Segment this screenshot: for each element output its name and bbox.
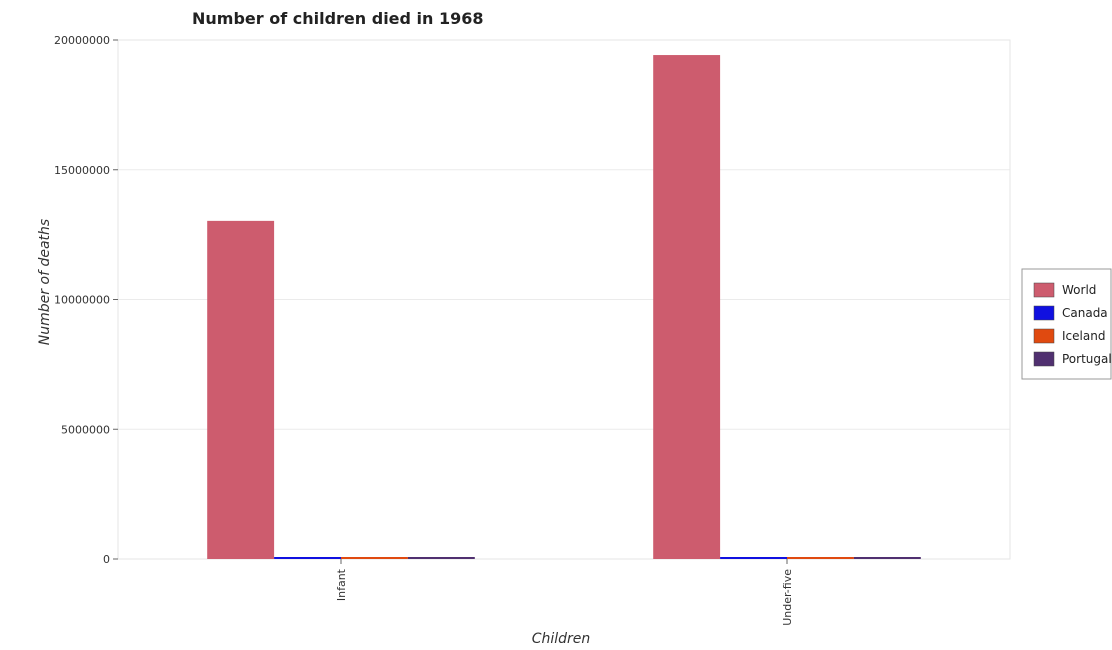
bar-portugal-infant — [407, 557, 475, 559]
bar-iceland-under-five — [787, 557, 854, 559]
y-tick-label: 10000000 — [54, 294, 110, 307]
legend-label-iceland: Iceland — [1062, 329, 1105, 343]
legend-swatch-iceland — [1033, 328, 1055, 344]
chart-title: Number of children died in 1968 — [192, 9, 484, 28]
y-tick-label: 0 — [103, 553, 110, 566]
legend-label-world: World — [1062, 283, 1096, 297]
bars — [207, 55, 921, 560]
legend-label-portugal: Portugal — [1062, 352, 1112, 366]
y-tick-label: 15000000 — [54, 164, 110, 177]
legend-swatch-canada — [1033, 305, 1055, 321]
bar-world-infant — [207, 220, 275, 559]
bar-canada-under-five — [720, 557, 787, 559]
legend: World Canada Iceland Portugal — [1021, 268, 1112, 380]
x-axis-ticks: Infant Under-five — [335, 559, 794, 626]
legend-swatch-portugal — [1033, 351, 1055, 367]
y-tick-label: 5000000 — [61, 423, 110, 436]
y-axis-ticks: 0 5000000 10000000 15000000 20000000 — [54, 34, 118, 566]
y-tick-label: 20000000 — [54, 34, 110, 47]
bar-world-under-five — [653, 55, 721, 560]
x-tick-label: Under-five — [781, 569, 794, 626]
bar-portugal-under-five — [853, 557, 921, 559]
bar-canada-infant — [274, 557, 341, 559]
bar-iceland-infant — [341, 557, 408, 559]
x-tick-label: Infant — [335, 568, 348, 601]
legend-swatch-world — [1033, 282, 1055, 298]
legend-label-canada: Canada — [1062, 306, 1108, 320]
x-axis-label: Children — [532, 631, 591, 647]
y-axis-label: Number of deaths — [37, 219, 53, 345]
